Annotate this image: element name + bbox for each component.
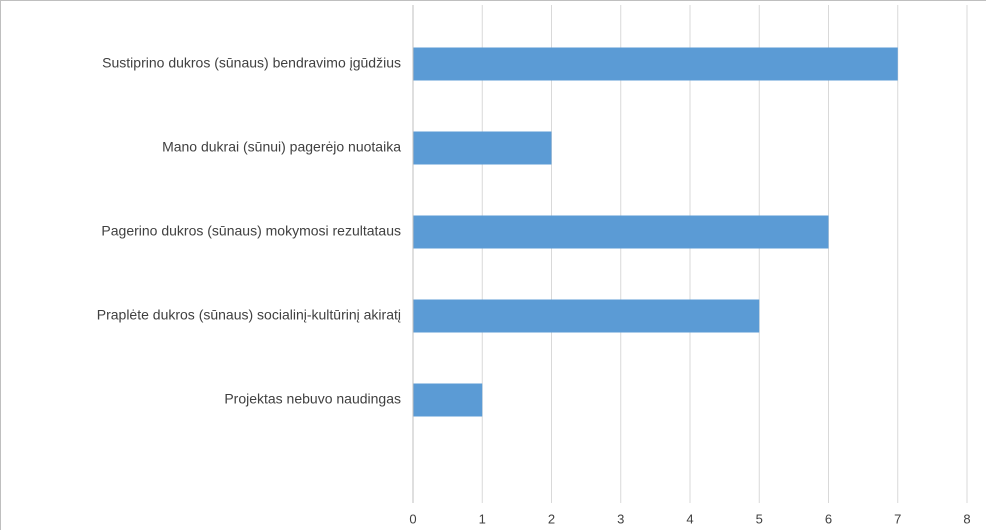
category-label: Mano dukrai (sūnui) pagerėjo nuotaika: [162, 139, 401, 155]
x-tick-labels: 0 1 2 3 4 5 6 7 8: [409, 511, 970, 526]
bar: [413, 299, 760, 333]
x-tick-label: 6: [825, 511, 832, 526]
gridlines: [481, 5, 968, 503]
x-tick-label: 5: [756, 511, 763, 526]
x-tick-label: 2: [548, 511, 555, 526]
category-labels: Sustiprino dukros (sūnaus) bendravimo įg…: [97, 55, 401, 407]
x-tick-label: 4: [686, 511, 693, 526]
category-label: Praplėte dukros (sūnaus) socialinį-kultū…: [97, 307, 401, 323]
x-tick-label: 0: [409, 511, 416, 526]
bar: [413, 383, 483, 417]
category-label: Projektas nebuvo naudingas: [224, 391, 401, 407]
x-tick-label: 7: [894, 511, 901, 526]
x-tick-label: 3: [617, 511, 624, 526]
x-tick-label: 8: [963, 511, 970, 526]
category-label: Sustiprino dukros (sūnaus) bendravimo įg…: [102, 55, 401, 71]
bars: [413, 47, 898, 417]
x-tick-label: 1: [479, 511, 486, 526]
category-label: Pagerino dukros (sūnaus) mokymosi rezult…: [101, 223, 401, 239]
bar: [413, 215, 829, 249]
bar: [413, 47, 898, 81]
bar: [413, 131, 552, 165]
